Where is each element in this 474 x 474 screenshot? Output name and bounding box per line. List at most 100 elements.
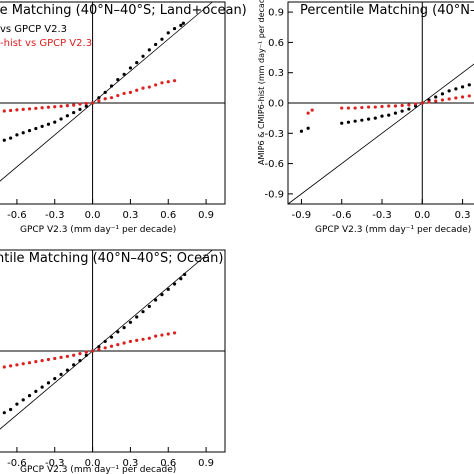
- data-point: [141, 337, 145, 341]
- data-point: [103, 346, 107, 350]
- data-point: [440, 92, 445, 96]
- data-point: [166, 287, 170, 291]
- data-point: [141, 310, 145, 314]
- data-point: [135, 315, 139, 319]
- data-point: [310, 108, 314, 112]
- panel-percentile: Percentile Matching (40°N–40 -0.9 -0.6 -0.…: [257, 0, 474, 235]
- data-point: [166, 80, 170, 84]
- data-point: [65, 368, 69, 372]
- data-point: [27, 361, 32, 365]
- data-point: [154, 83, 158, 87]
- x-tick-label: -0.3: [372, 210, 392, 221]
- data-point: [454, 87, 458, 91]
- data-point: [147, 304, 151, 308]
- data-point: [78, 102, 82, 106]
- data-point: [9, 136, 13, 140]
- data-point: [447, 97, 451, 101]
- data-point: [141, 54, 145, 58]
- data-point: [340, 121, 344, 125]
- data-point: [373, 116, 377, 120]
- data-point: [116, 343, 120, 347]
- x-axis-label: GPCP V2.3 (mm day⁻¹ per decade): [20, 465, 176, 474]
- data-point: [2, 109, 6, 113]
- data-point: [46, 381, 51, 385]
- y-tick-label: 0.0: [268, 99, 284, 110]
- data-point: [166, 332, 170, 336]
- data-point: [427, 100, 431, 104]
- data-point: [154, 42, 158, 47]
- data-point: [116, 78, 120, 82]
- x-tick-label: 0.0: [85, 210, 101, 221]
- data-point: [160, 81, 164, 85]
- data-point: [9, 108, 13, 113]
- data-point: [434, 99, 438, 103]
- data-point: [306, 126, 310, 130]
- data-point: [181, 21, 185, 25]
- data-point: [15, 108, 19, 112]
- data-point: [122, 72, 126, 76]
- data-point: [413, 102, 418, 106]
- data-point: [9, 364, 13, 368]
- one-to-one-line: [287, 63, 474, 205]
- data-point: [65, 114, 69, 118]
- x-tick-label: -0.3: [45, 458, 65, 469]
- data-point: [53, 105, 57, 109]
- data-point: [15, 363, 19, 367]
- data-point: [147, 336, 151, 340]
- data-point: [109, 335, 114, 339]
- data-point: [440, 98, 445, 102]
- data-point: [179, 277, 183, 281]
- data-point: [147, 85, 151, 89]
- data-point: [434, 95, 438, 99]
- data-point: [299, 129, 304, 133]
- data-point: [34, 106, 38, 110]
- data-point: [53, 120, 57, 124]
- panel-land-ocean: le Matching (40°N–40°S; Land+ocean) vs G…: [0, 1, 247, 235]
- data-point: [109, 84, 114, 88]
- x-tick-label: 0.3: [122, 458, 138, 469]
- data-point: [366, 117, 371, 121]
- y-axis-label: AMIP6 & CMIP6-hist (mm day⁻¹ per decade): [257, 0, 266, 165]
- data-point: [97, 345, 101, 349]
- data-point: [53, 356, 57, 361]
- data-point: [53, 377, 57, 381]
- data-point: [346, 120, 351, 124]
- y-tick-label: 0.3: [268, 68, 284, 79]
- data-point: [27, 107, 32, 111]
- data-point: [460, 85, 465, 89]
- data-point: [447, 89, 451, 93]
- data-point: [360, 105, 364, 110]
- panel-title: Percentile Matching (40°N–40: [300, 3, 474, 18]
- data-point: [116, 330, 120, 334]
- data-point: [97, 96, 101, 100]
- data-point: [72, 363, 76, 367]
- data-point: [135, 61, 139, 65]
- x-tick-label: 0.9: [198, 458, 214, 469]
- y-tick-label: 0.9: [268, 8, 284, 19]
- data-point: [59, 104, 63, 108]
- data-point: [21, 107, 25, 111]
- data-point: [84, 101, 88, 106]
- data-point: [103, 339, 107, 344]
- data-point: [103, 97, 107, 101]
- y-tick-label: 0.6: [268, 38, 284, 49]
- data-point: [27, 129, 32, 133]
- data-point: [373, 105, 377, 109]
- data-point: [387, 104, 391, 108]
- data-point: [34, 360, 38, 364]
- panel-title: ntile Matching (40°N–40°S; Ocean): [0, 251, 223, 266]
- x-tick-label: 0.0: [85, 458, 101, 469]
- data-point: [84, 350, 88, 354]
- data-point: [467, 83, 471, 87]
- data-point: [78, 107, 82, 111]
- x-tick-label: -0.6: [332, 210, 352, 221]
- data-point: [72, 110, 76, 115]
- data-point: [84, 104, 88, 108]
- data-point: [366, 105, 371, 109]
- x-tick-label: 0.6: [160, 210, 176, 221]
- x-tick-label: 0.9: [198, 210, 214, 221]
- data-point: [97, 347, 101, 352]
- data-point: [135, 88, 139, 92]
- x-tick-label: -0.9: [292, 210, 312, 221]
- data-point: [72, 103, 76, 107]
